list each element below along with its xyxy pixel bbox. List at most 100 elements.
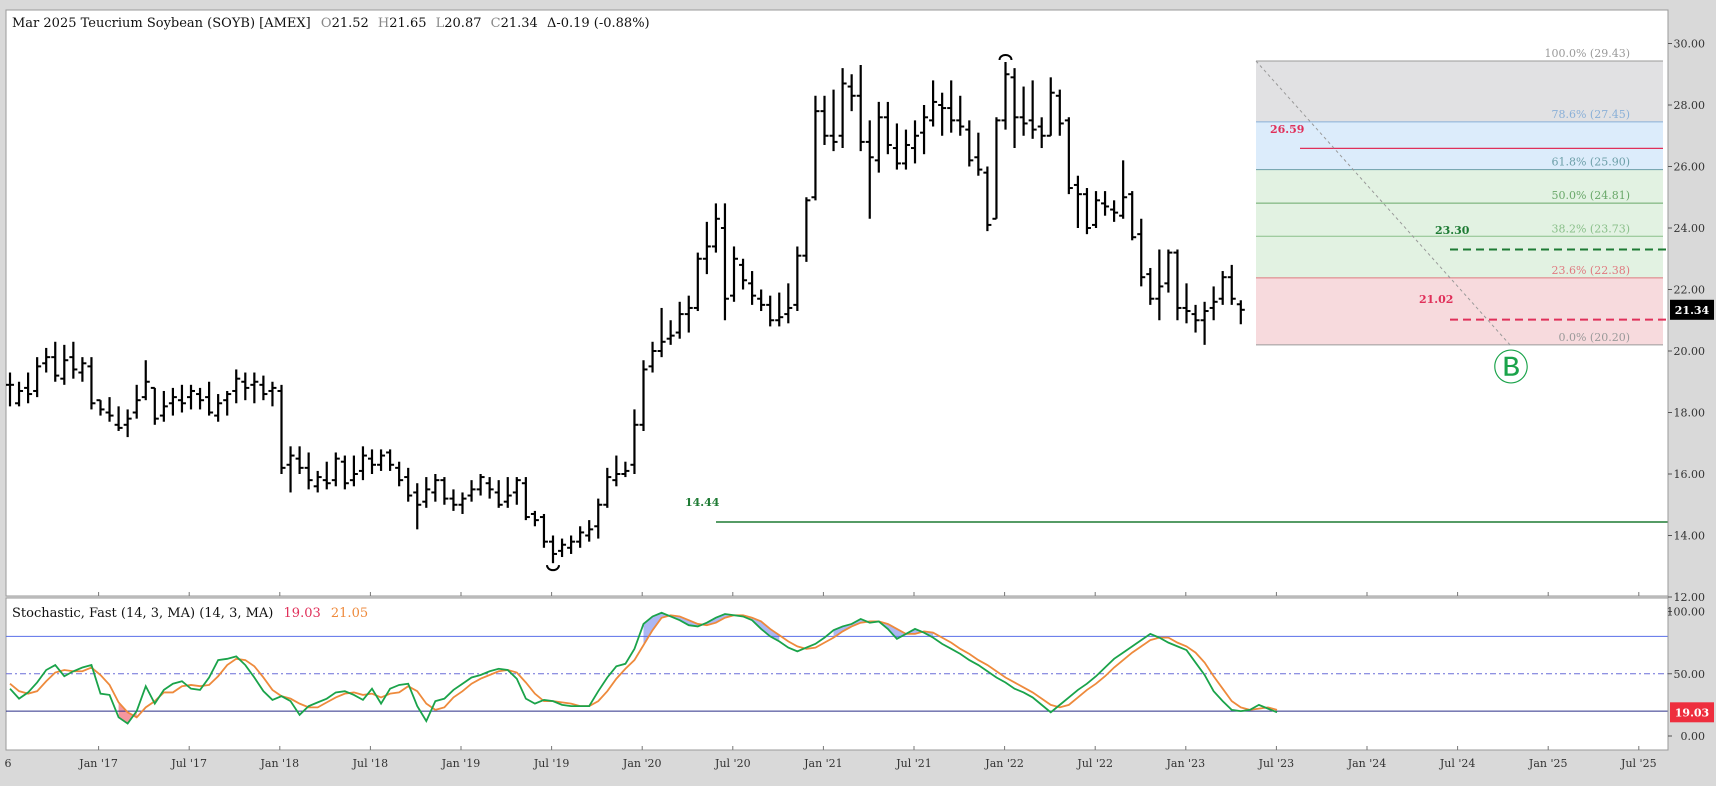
ohlc-bar bbox=[1119, 160, 1128, 219]
ohlc-bar bbox=[268, 381, 277, 407]
ohlc-bar bbox=[1191, 304, 1200, 333]
ohlc-bar bbox=[413, 483, 422, 530]
price-tick-label: 12.00 bbox=[1674, 591, 1706, 604]
stoch-tick-label: 50.00 bbox=[1674, 668, 1706, 681]
ohlc-bar bbox=[684, 295, 693, 333]
ohlc-bar bbox=[693, 252, 702, 312]
ohlc-bar bbox=[829, 89, 838, 152]
ohlc-bar bbox=[739, 258, 748, 290]
time-label: Jan '18 bbox=[260, 757, 300, 770]
stoch-last-label: 19.03 bbox=[1675, 706, 1709, 719]
stochastic-title: Stochastic, Fast (14, 3, MA) (14, 3, MA)… bbox=[12, 606, 368, 621]
stoch-d-line bbox=[9, 614, 1278, 719]
ohlc-bar bbox=[1137, 218, 1146, 287]
ohlc-bar bbox=[702, 221, 711, 275]
ohlc-bar bbox=[748, 271, 757, 305]
last-price-box bbox=[1670, 299, 1714, 320]
ohlc-bar bbox=[1001, 61, 1010, 130]
ohlc-bar bbox=[530, 510, 539, 527]
ohlc-bar bbox=[1182, 283, 1191, 324]
ohlc-bar bbox=[1064, 117, 1073, 195]
stoch-tick-label: 0.00 bbox=[1681, 730, 1706, 743]
ohlc-bar bbox=[141, 360, 150, 401]
last-price-label: 21.34 bbox=[1675, 304, 1710, 317]
ohlc-bar bbox=[901, 129, 910, 170]
time-label: Jul '25 bbox=[1620, 757, 1657, 770]
ohlc-bar bbox=[549, 535, 557, 564]
ohlc-bar bbox=[395, 461, 404, 487]
ohlc-bar bbox=[1092, 191, 1100, 228]
ohlc-bar bbox=[576, 526, 585, 548]
ohlc-bar bbox=[1101, 191, 1110, 216]
fib-zone bbox=[1256, 236, 1663, 278]
fib-level-label: 23.6% (22.38) bbox=[1551, 264, 1630, 277]
ohlc-bar bbox=[838, 68, 847, 149]
ohlc-bar bbox=[78, 357, 87, 382]
overbought-fill bbox=[643, 612, 780, 646]
ohlc-bar bbox=[168, 387, 177, 416]
ohlc-bar bbox=[521, 477, 530, 521]
ohlc-bar bbox=[377, 449, 386, 471]
price-tick-label: 14.00 bbox=[1674, 530, 1706, 543]
level-label: 26.59 bbox=[1270, 123, 1304, 136]
ohlc-bar bbox=[947, 80, 956, 133]
time-label: Jan '20 bbox=[622, 757, 662, 770]
ohlc-bar bbox=[1200, 301, 1209, 345]
ohlc-bar bbox=[440, 477, 449, 505]
signal-b-icon: Ⓑ bbox=[1493, 348, 1529, 389]
ohlc-bar bbox=[494, 480, 503, 508]
time-label: Jan '23 bbox=[1166, 757, 1206, 770]
price-tick-label: 24.00 bbox=[1674, 222, 1706, 235]
ohlc-bar bbox=[1073, 175, 1082, 228]
stoch-tick-label: 100.00 bbox=[1667, 606, 1706, 619]
ohlc-bar bbox=[187, 384, 195, 410]
ohlc-bar bbox=[114, 406, 123, 431]
time-label: Jan '24 bbox=[1347, 757, 1387, 770]
ohlc-bar bbox=[675, 301, 684, 339]
ohlc-bar bbox=[159, 390, 168, 422]
ohlc-bar bbox=[585, 520, 594, 542]
fib-zone bbox=[1256, 203, 1663, 237]
fib-zone bbox=[1256, 169, 1663, 204]
ohlc-bar bbox=[621, 461, 630, 478]
ohlc-bar bbox=[639, 360, 648, 431]
ohlc-bar bbox=[539, 513, 548, 548]
ohlc-bar bbox=[938, 92, 947, 136]
ohlc-bar bbox=[1055, 89, 1064, 136]
time-label: Jan '25 bbox=[1528, 757, 1568, 770]
ohlc-bar bbox=[15, 381, 24, 407]
annotation-labels: Mar 2025 Teucrium Soybean (SOYB) [AMEX] … bbox=[12, 16, 1529, 621]
time-label: Jul '23 bbox=[1258, 757, 1295, 770]
ohlc-bar bbox=[820, 95, 829, 145]
ohlc-bar bbox=[711, 203, 720, 253]
ohlc-bar bbox=[404, 467, 413, 502]
ohlc-bar bbox=[196, 387, 205, 410]
price-bars bbox=[6, 53, 1245, 572]
ohlc-bar bbox=[368, 449, 376, 474]
ohlc-bar bbox=[974, 132, 983, 176]
ohlc-bar bbox=[223, 390, 232, 416]
ohlc-bar bbox=[1082, 188, 1091, 235]
ohlc-bar bbox=[51, 341, 60, 382]
fib-level-label: 0.0% (20.20) bbox=[1558, 331, 1630, 344]
stoch-last-box bbox=[1670, 702, 1714, 723]
ohlc-bar bbox=[1218, 271, 1227, 305]
price-tick-label: 20.00 bbox=[1674, 345, 1706, 358]
ohlc-bar bbox=[259, 375, 268, 401]
ohlc-bar bbox=[232, 369, 241, 404]
price-tick-label: 18.00 bbox=[1674, 407, 1706, 420]
ohlc-bar bbox=[603, 467, 612, 508]
ohlc-bar bbox=[105, 397, 114, 422]
ohlc-bar bbox=[304, 452, 313, 490]
ohlc-bar bbox=[340, 455, 349, 490]
ohlc-bar bbox=[802, 197, 811, 262]
stochastic-lines bbox=[6, 611, 1668, 725]
fib-level-label: 50.0% (24.81) bbox=[1551, 189, 1630, 202]
fib-level-label: 61.8% (25.90) bbox=[1551, 156, 1630, 169]
ohlc-bar bbox=[1028, 80, 1037, 139]
fib-level-label: 38.2% (23.73) bbox=[1551, 222, 1630, 235]
ohlc-bar bbox=[1236, 300, 1245, 325]
ohlc-bar bbox=[1173, 249, 1182, 321]
fib-level-label: 78.6% (27.45) bbox=[1551, 108, 1630, 121]
